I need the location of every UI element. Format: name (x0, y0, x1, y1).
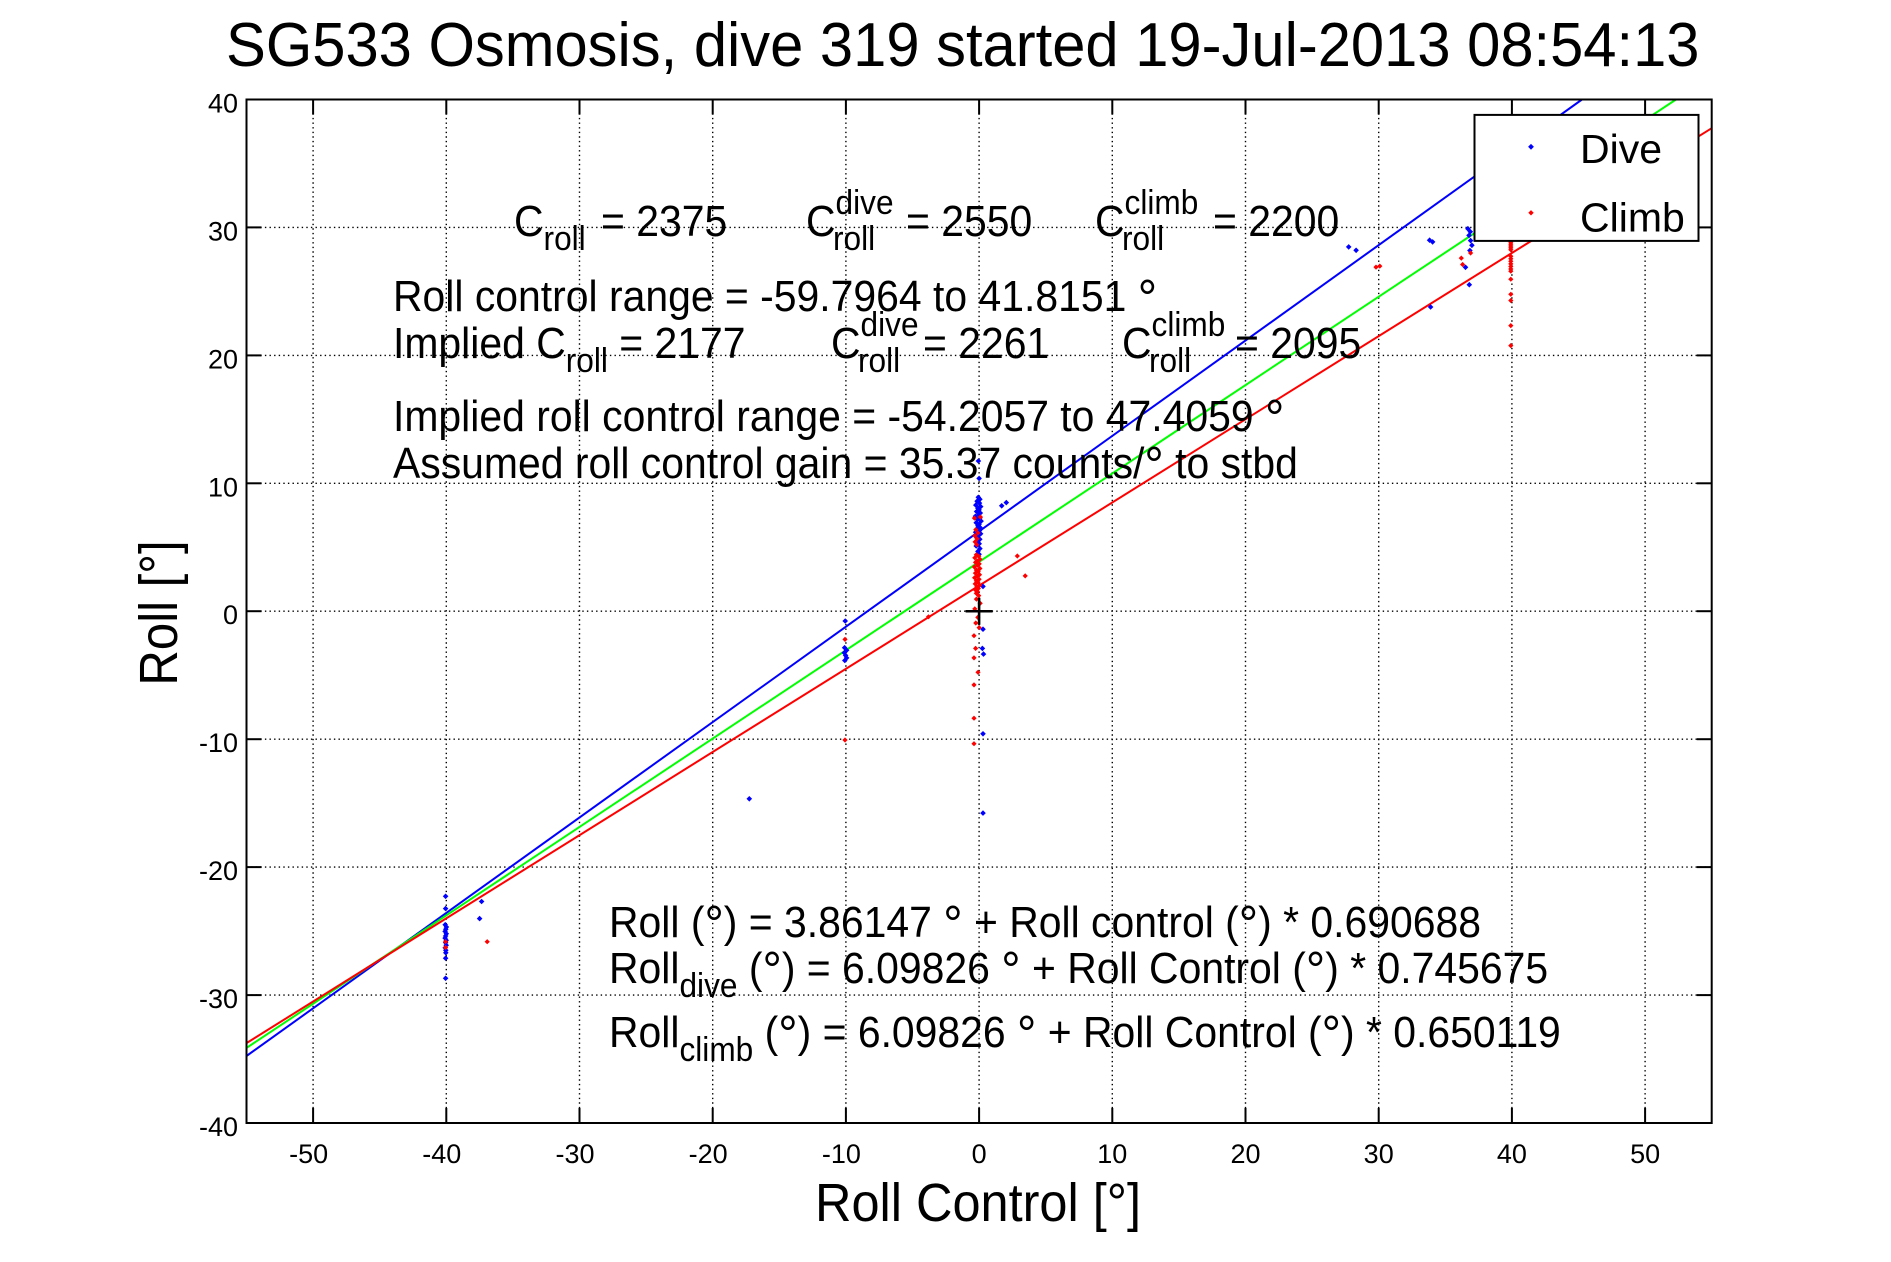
svg-text:Roll (°) = 3.86147 ° + Roll co: Roll (°) = 3.86147 ° + Roll control (°) … (609, 895, 1481, 953)
svg-text:-20: -20 (199, 856, 238, 886)
svg-text:-40: -40 (199, 1112, 238, 1142)
svg-text:Roll [°]: Roll [°] (128, 540, 189, 685)
svg-text:= 2375: = 2375 (601, 198, 727, 247)
svg-text:SG533 Osmosis, dive 319 starte: SG533 Osmosis, dive 319 started 19-Jul-2… (226, 10, 1700, 79)
svg-text:20: 20 (1230, 1139, 1260, 1169)
svg-text:Implied roll control range = -: Implied roll control range = -54.2057 to… (393, 389, 1284, 447)
svg-text:= 2550: = 2550 (906, 198, 1032, 247)
svg-text:40: 40 (208, 89, 238, 119)
svg-text:Dive: Dive (1580, 126, 1662, 172)
svg-text:-20: -20 (689, 1139, 728, 1169)
svg-text:10: 10 (1097, 1139, 1127, 1169)
svg-text:20: 20 (208, 344, 238, 374)
svg-text:-30: -30 (555, 1139, 594, 1169)
svg-text:50: 50 (1630, 1139, 1660, 1169)
svg-text:= 2200: = 2200 (1213, 198, 1339, 247)
svg-text:Climb: Climb (1580, 195, 1685, 241)
svg-text:0: 0 (972, 1139, 987, 1169)
svg-text:10: 10 (208, 472, 238, 502)
svg-text:30: 30 (208, 216, 238, 246)
svg-text:40: 40 (1497, 1139, 1527, 1169)
svg-text:-10: -10 (199, 728, 238, 758)
svg-text:Roll control range = -59.7964: Roll control range = -59.7964 to 41.8151… (393, 269, 1157, 327)
svg-text:= 2095: = 2095 (1235, 320, 1361, 369)
svg-text:-30: -30 (199, 984, 238, 1014)
svg-text:-50: -50 (289, 1139, 328, 1169)
svg-text:Roll Control [°]: Roll Control [°] (815, 1173, 1141, 1233)
svg-text:-40: -40 (422, 1139, 461, 1169)
svg-text:= 2261: = 2261 (923, 320, 1049, 369)
svg-text:30: 30 (1364, 1139, 1394, 1169)
svg-text:-10: -10 (822, 1139, 861, 1169)
svg-text:0: 0 (223, 600, 238, 630)
svg-text:Assumed roll control gain = 35: Assumed roll control gain = 35.37 counts… (393, 436, 1298, 494)
